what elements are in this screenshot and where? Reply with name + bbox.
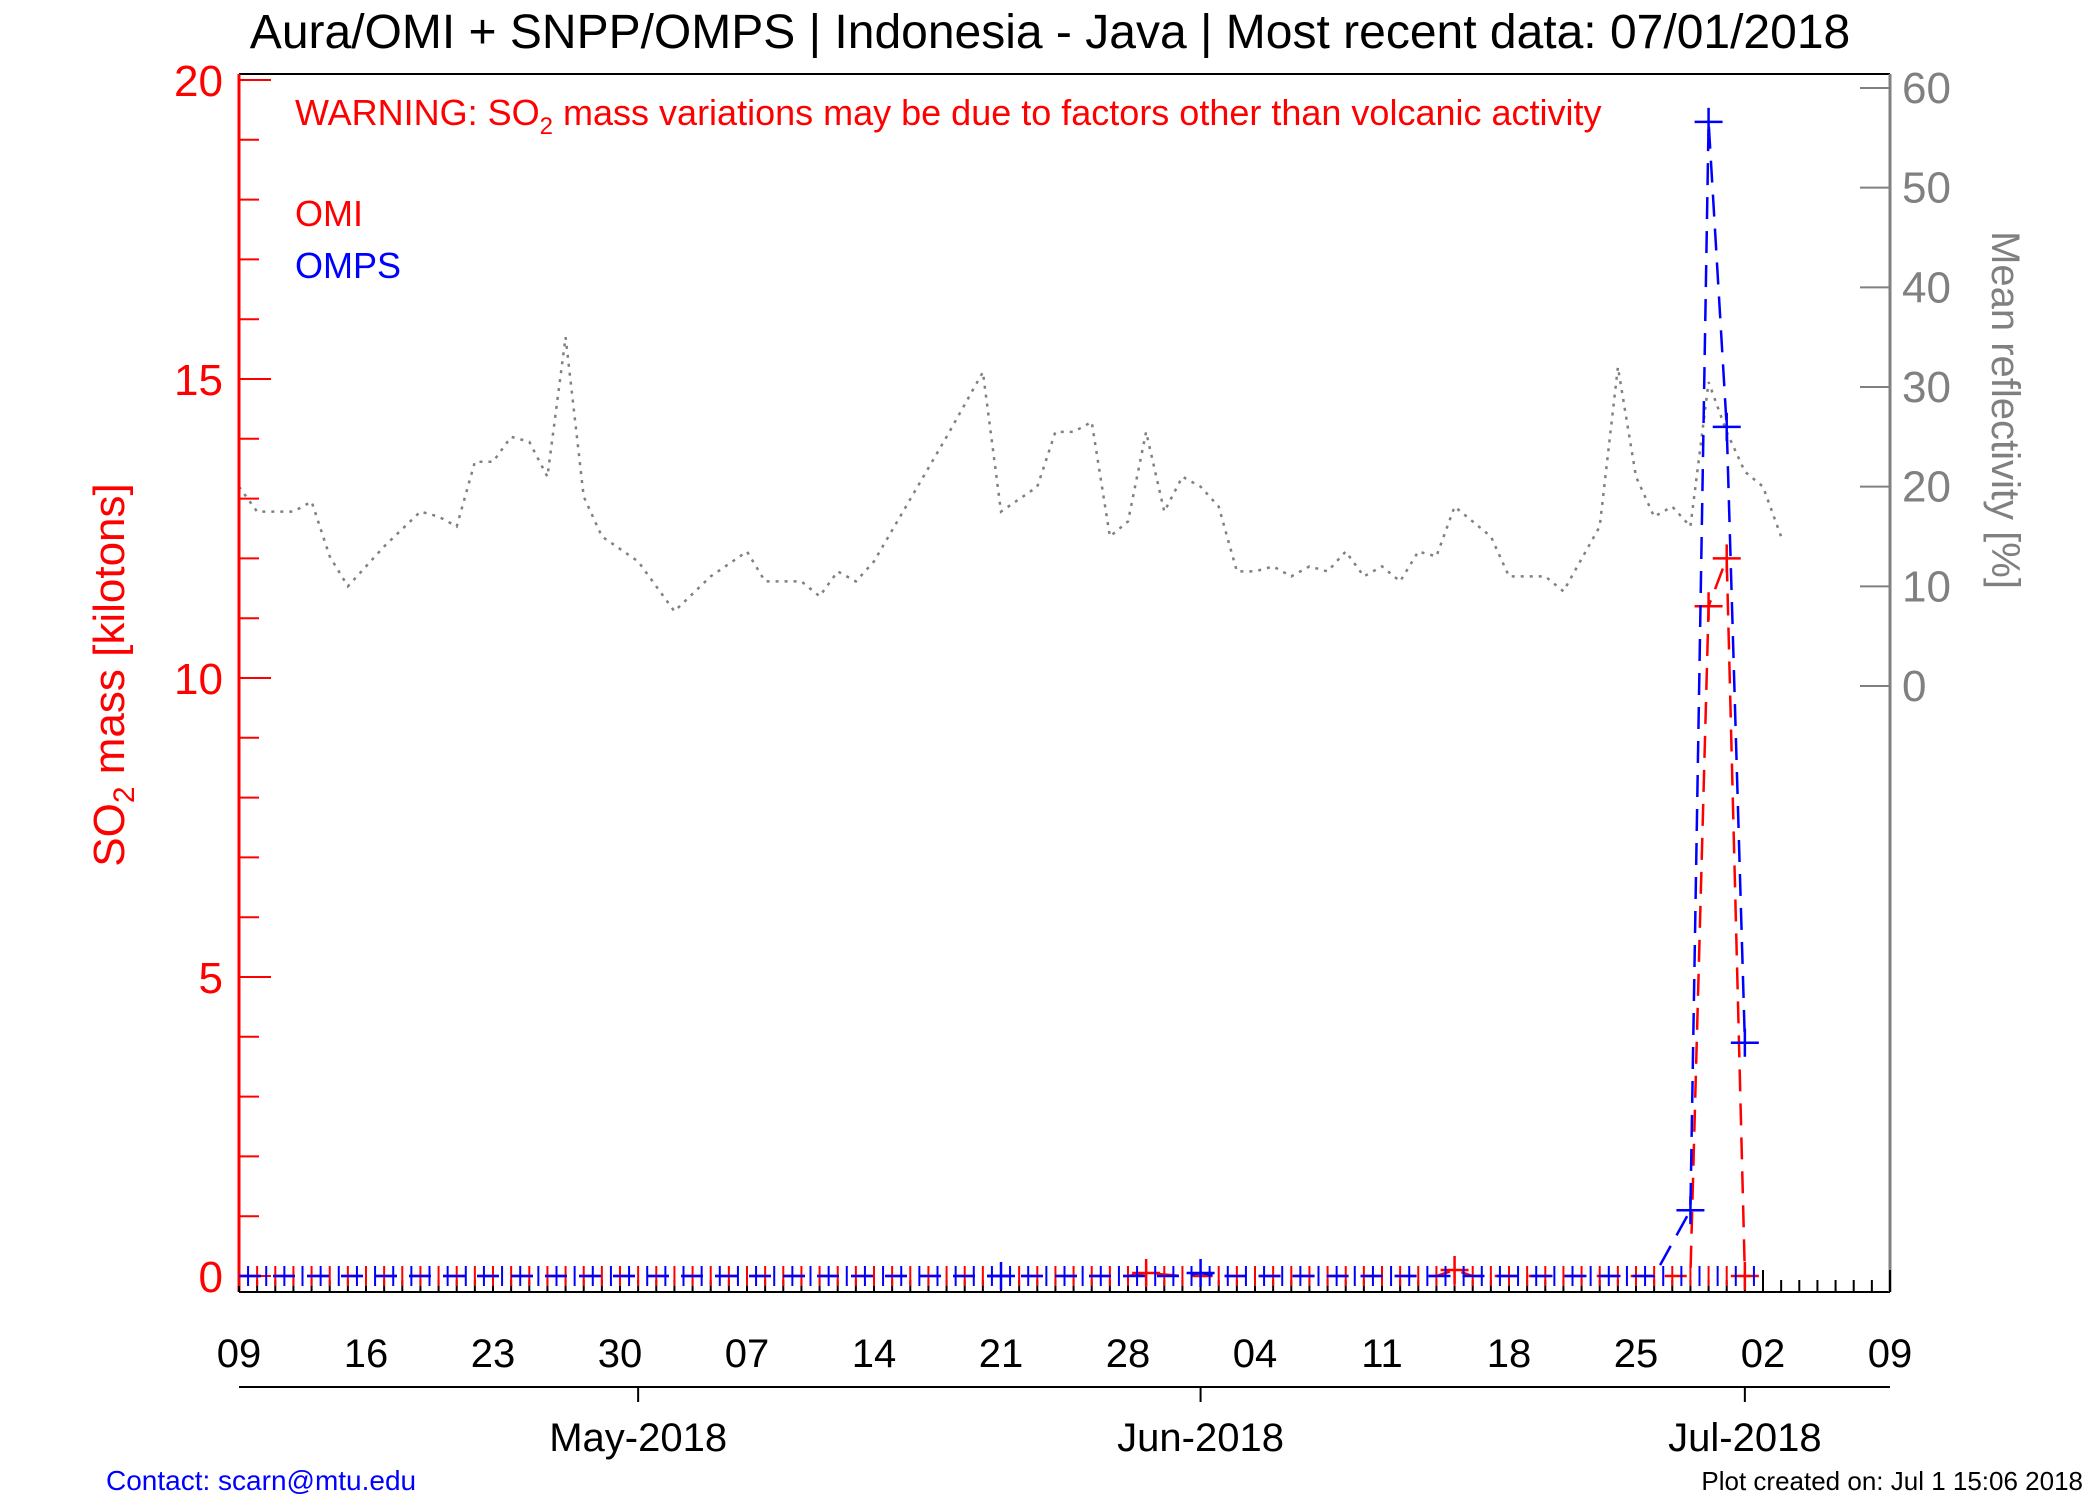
right-tick-label: 10 — [1902, 562, 1951, 611]
month-label: Jun-2018 — [1117, 1416, 1284, 1460]
omps-series — [239, 107, 1759, 1290]
x-tick-label: 04 — [1233, 1332, 1278, 1376]
plot-created-text: Plot created on: Jul 1 15:06 2018 — [1701, 1466, 2083, 1496]
left-tick-label: 0 — [199, 1253, 223, 1302]
legend-omi: OMI — [295, 193, 363, 234]
contact-text: Contact: scarn@mtu.edu — [106, 1465, 416, 1496]
left-tick-label: 5 — [199, 954, 223, 1003]
right-tick-label: 30 — [1902, 363, 1951, 412]
right-axis-ticks: 0 10 20 30 40 50 60 — [1860, 64, 1951, 711]
reflectivity-line — [237, 337, 1783, 614]
x-tick-label: 25 — [1614, 1332, 1659, 1376]
left-axis-ticks: 0 5 10 15 20 — [174, 57, 271, 1302]
right-tick-label: 0 — [1902, 662, 1926, 711]
x-tick-label: 02 — [1741, 1332, 1786, 1376]
left-tick-label: 10 — [174, 655, 223, 704]
left-axis-label: SO2 mass [kilotons] — [85, 483, 141, 866]
x-tick-label: 11 — [1361, 1332, 1403, 1376]
x-tick-label: 09 — [1868, 1332, 1913, 1376]
month-label: May-2018 — [549, 1416, 727, 1460]
x-tick-label: 30 — [598, 1332, 643, 1376]
left-tick-label: 20 — [174, 57, 223, 106]
warning-text: WARNING: SO2 mass variations may be due … — [295, 92, 1602, 140]
right-tick-label: 60 — [1902, 64, 1951, 113]
x-tick-label: 09 — [217, 1332, 262, 1376]
x-tick-label: 23 — [471, 1332, 516, 1376]
right-tick-label: 40 — [1902, 263, 1951, 312]
chart-title: Aura/OMI + SNPP/OMPS | Indonesia - Java … — [250, 6, 1850, 59]
x-tick-label: 21 — [979, 1332, 1024, 1376]
x-tick-label: 28 — [1106, 1332, 1151, 1376]
left-tick-label: 15 — [174, 356, 223, 405]
x-tick-label: 07 — [725, 1332, 770, 1376]
right-tick-label: 50 — [1902, 164, 1951, 213]
legend-omps: OMPS — [295, 245, 401, 286]
x-tick-label: 16 — [344, 1332, 389, 1376]
plot-frame — [237, 73, 1892, 1293]
month-label: Jul-2018 — [1668, 1416, 1821, 1460]
omps-line — [239, 121, 1747, 1278]
right-tick-label: 20 — [1902, 463, 1951, 512]
right-axis-label: Mean reflectivity [%] — [1983, 231, 2027, 589]
x-tick-label: 14 — [852, 1332, 897, 1376]
x-tick-label: 18 — [1487, 1332, 1532, 1376]
month-axis: May-2018 Jun-2018 Jul-2018 — [549, 1387, 1822, 1460]
reflectivity-series — [237, 337, 1783, 614]
